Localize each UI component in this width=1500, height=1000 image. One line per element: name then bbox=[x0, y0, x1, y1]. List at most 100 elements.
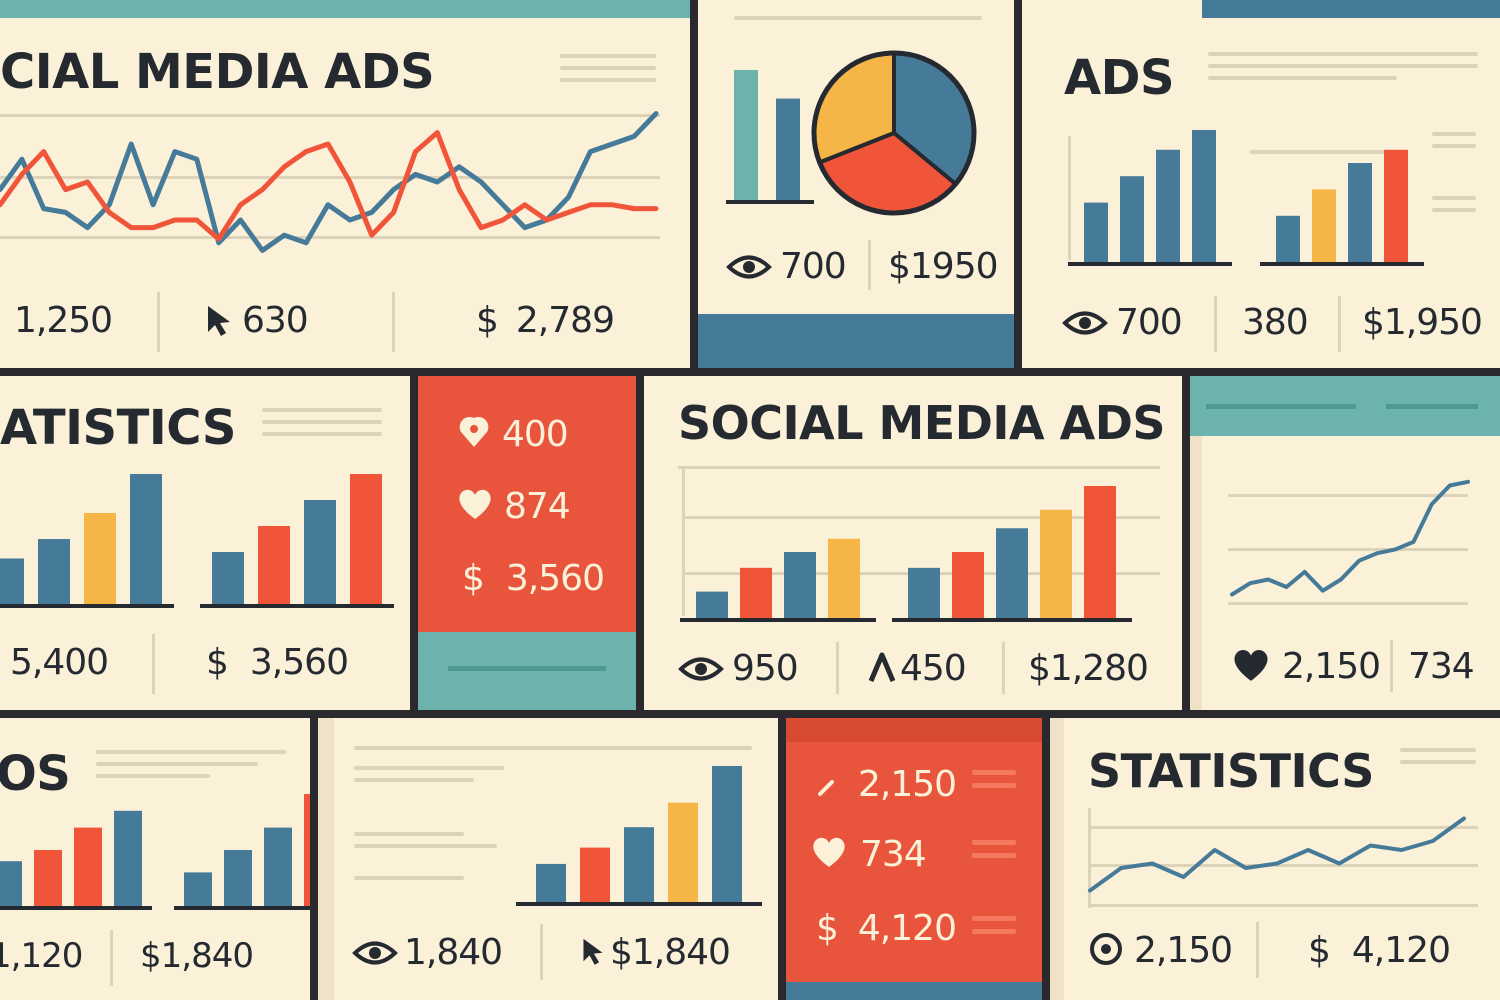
views-stat: 1,840 bbox=[352, 932, 503, 973]
bar bbox=[1084, 486, 1116, 618]
panel-bottom-band bbox=[418, 632, 636, 710]
placeholder-text-lines bbox=[972, 770, 1016, 796]
spend-stat: $1,840 bbox=[140, 936, 254, 976]
panel-ads-bars: ADS 700 380 $1,950 bbox=[1022, 0, 1500, 368]
clicks-stat: 630 bbox=[204, 300, 309, 341]
placeholder-text-lines bbox=[972, 840, 1016, 866]
divider bbox=[1390, 640, 1393, 692]
heart-icon bbox=[813, 837, 845, 867]
bar bbox=[1120, 176, 1144, 262]
heart-icon bbox=[1234, 649, 1268, 681]
placeholder-text-lines bbox=[354, 746, 752, 758]
spend-value: $1950 bbox=[888, 246, 999, 287]
placeholder-text-lines bbox=[972, 916, 1016, 942]
gridline bbox=[682, 516, 1160, 519]
likes-stat: 734 bbox=[810, 834, 927, 875]
bar-chart bbox=[0, 794, 310, 910]
bar-chart bbox=[726, 70, 814, 204]
divider bbox=[1338, 296, 1341, 352]
shares-stat: 450 bbox=[868, 648, 967, 689]
panel-side-strip bbox=[1050, 718, 1064, 1000]
impressions-value: 1,250 bbox=[14, 300, 113, 341]
saves-value: 400 bbox=[502, 414, 569, 455]
bar bbox=[34, 850, 62, 906]
dollar-icon: $ bbox=[462, 558, 485, 599]
panel-side-strip bbox=[318, 718, 334, 1000]
panel-engagement-red-bottom: 2,150 734 $4,120 bbox=[786, 718, 1042, 1000]
pencil-icon bbox=[818, 780, 834, 796]
bar-axis bbox=[1260, 262, 1424, 266]
panel-title: STATISTICS bbox=[1088, 744, 1374, 798]
bar-axis bbox=[200, 604, 394, 608]
spend-value: $1,280 bbox=[1028, 648, 1149, 689]
placeholder-text-lines bbox=[354, 876, 464, 888]
spend-value: 4,120 bbox=[1351, 930, 1451, 971]
spend-stat: $4,120 bbox=[816, 908, 957, 949]
bar bbox=[74, 827, 102, 906]
line-chart bbox=[0, 111, 660, 253]
target-icon bbox=[1090, 933, 1122, 965]
divider bbox=[110, 930, 113, 986]
panel-title: CIAL MEDIA ADS bbox=[0, 44, 435, 100]
bar bbox=[38, 539, 70, 604]
location-pin-icon bbox=[459, 417, 489, 447]
divider bbox=[1002, 642, 1005, 694]
bar bbox=[1156, 149, 1180, 262]
views-value: 5,400 bbox=[10, 642, 109, 683]
dollar-icon: $ bbox=[1308, 930, 1331, 971]
saves-stat: 400 bbox=[456, 414, 569, 455]
panel-pie-summary: 700 $1950 bbox=[698, 0, 1014, 368]
bar bbox=[712, 766, 742, 902]
placeholder-text-lines bbox=[1432, 132, 1476, 156]
bar-axis bbox=[0, 906, 152, 910]
gridline bbox=[0, 236, 660, 239]
placeholder-line bbox=[1386, 404, 1478, 409]
bar-chart bbox=[0, 474, 394, 608]
bar bbox=[0, 558, 24, 604]
bar-axis bbox=[1068, 262, 1232, 266]
eye-icon bbox=[352, 941, 398, 965]
shares-stat: 2,150 bbox=[816, 764, 957, 805]
panel-social-media-ads-line: CIAL MEDIA ADS 1,250 630 $2,789 bbox=[0, 0, 690, 368]
spend-stat: $1,950 bbox=[1362, 302, 1483, 343]
placeholder-text-lines bbox=[96, 750, 286, 786]
bar bbox=[258, 526, 290, 604]
impressions-stat: 1,250 bbox=[14, 300, 113, 341]
views-stat: 700 bbox=[726, 246, 847, 287]
bar bbox=[624, 827, 654, 902]
bar bbox=[580, 847, 610, 902]
panel-side-strip bbox=[1190, 436, 1202, 710]
panel-ads-bars-bottom: OS 1,120 $1,840 bbox=[0, 718, 310, 1000]
bar bbox=[1192, 130, 1216, 262]
spend-value: 3,560 bbox=[249, 642, 349, 683]
panel-top-strip bbox=[1022, 0, 1194, 18]
views-value: 2,150 bbox=[1134, 930, 1233, 971]
count-stat: 380 bbox=[1242, 302, 1309, 343]
count-stat: 734 bbox=[1408, 646, 1475, 687]
arrow-up-icon bbox=[868, 652, 896, 682]
placeholder-text-lines bbox=[560, 54, 656, 90]
gridline bbox=[1088, 864, 1478, 867]
bar-axis bbox=[0, 604, 174, 608]
clicks-value: 630 bbox=[242, 300, 309, 341]
bar bbox=[0, 861, 22, 906]
bar-chart bbox=[680, 486, 1132, 622]
bar bbox=[740, 567, 772, 618]
bar bbox=[1384, 149, 1408, 262]
gridline bbox=[1088, 904, 1478, 907]
bar bbox=[1312, 189, 1336, 262]
views-stat: 1,120 bbox=[0, 936, 83, 976]
count-value: 734 bbox=[1408, 646, 1475, 687]
spend-value: $1,840 bbox=[140, 936, 254, 976]
panel-statistics-line: STATISTICS 2,150 $4,120 bbox=[1050, 718, 1500, 1000]
views-value: 950 bbox=[732, 648, 799, 689]
bar bbox=[776, 98, 800, 200]
placeholder-text-lines bbox=[734, 16, 982, 28]
views-stat: 5,400 bbox=[10, 642, 109, 683]
count-value: 380 bbox=[1242, 302, 1309, 343]
panel-top-strip bbox=[1202, 0, 1500, 18]
dollar-icon: $ bbox=[206, 642, 229, 683]
spend-stat: $4,120 bbox=[1308, 930, 1451, 971]
divider bbox=[1256, 922, 1259, 978]
bar bbox=[304, 500, 336, 604]
